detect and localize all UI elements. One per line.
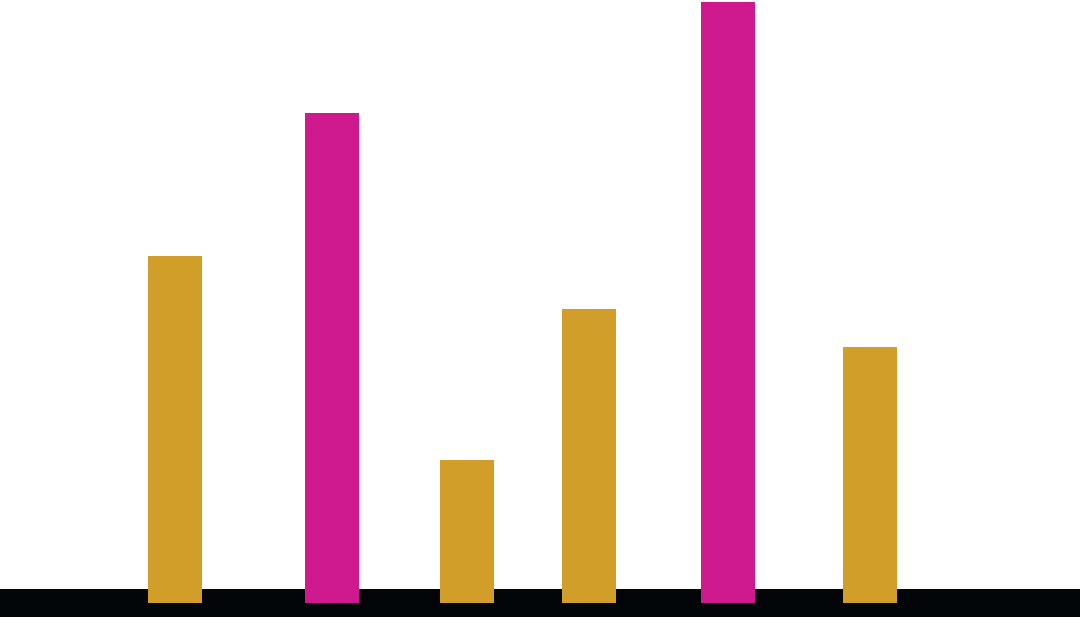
bar	[562, 309, 616, 603]
bar	[148, 256, 202, 603]
bar	[305, 113, 359, 603]
bar	[843, 347, 897, 603]
bar	[701, 2, 755, 603]
bar	[440, 460, 494, 603]
